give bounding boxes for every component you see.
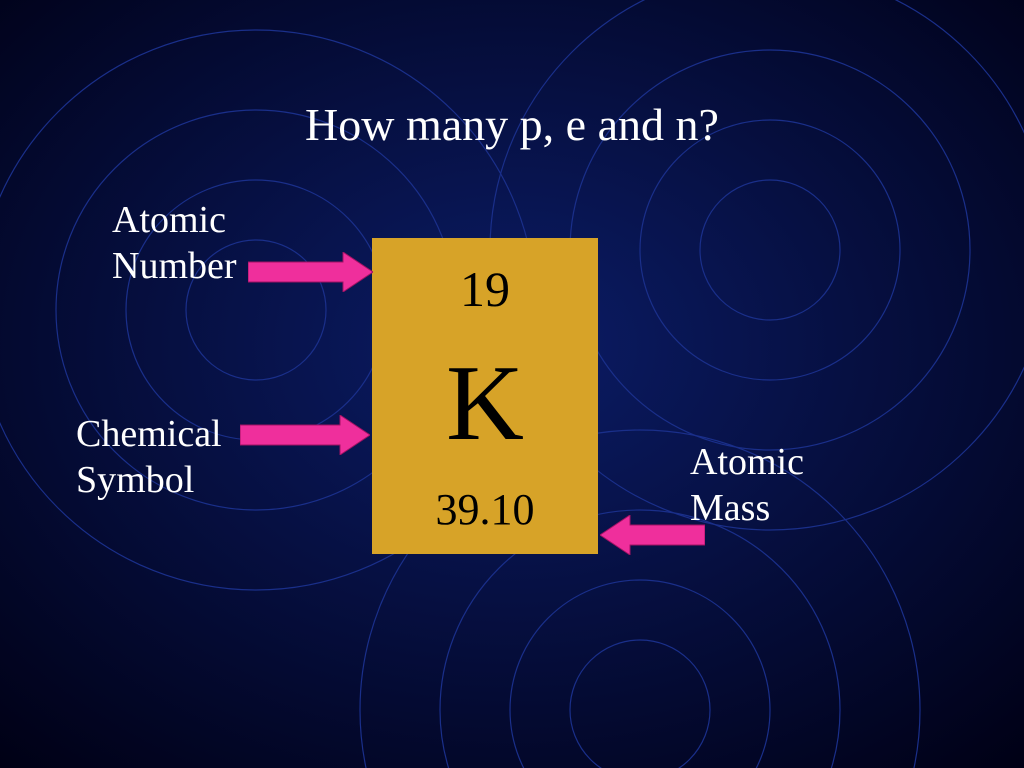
element-symbol: K: [372, 342, 598, 466]
slide-title: How many p, e and n?: [0, 98, 1024, 151]
element-atomic-mass: 39.10: [372, 484, 598, 535]
element-tile: 19 K 39.10: [372, 238, 598, 554]
label-atomic-mass: Atomic Mass: [690, 440, 804, 531]
arrow-atomic-mass: [600, 515, 705, 555]
label-chemical-symbol: Chemical Symbol: [76, 412, 222, 503]
arrow-atomic-number: [248, 252, 373, 292]
arrow-chemical-symbol: [240, 415, 370, 455]
element-atomic-number: 19: [372, 260, 598, 318]
label-atomic-number: Atomic Number: [112, 198, 237, 289]
